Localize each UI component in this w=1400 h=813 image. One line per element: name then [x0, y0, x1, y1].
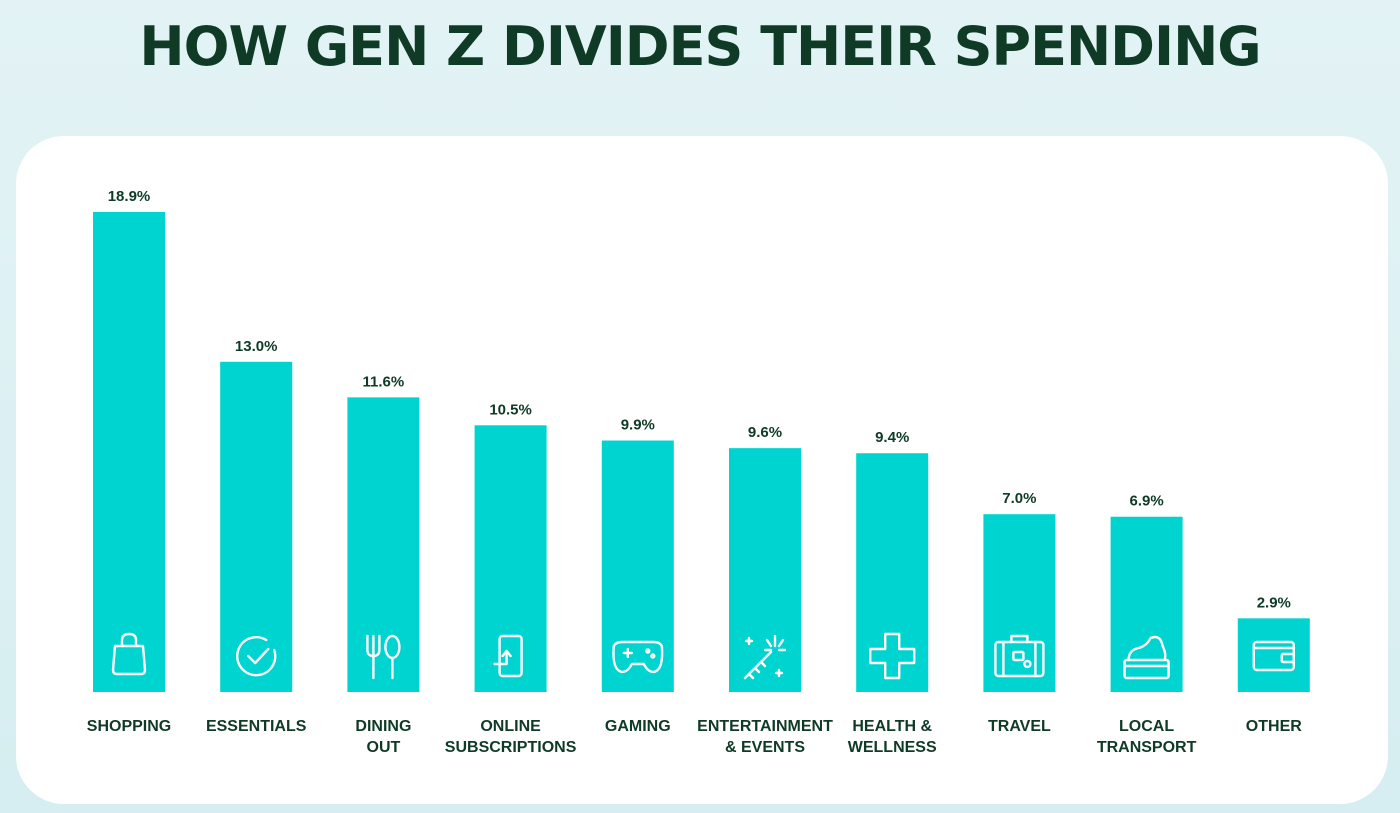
bar [347, 397, 420, 692]
category-label: DINING [355, 718, 411, 735]
value-label: 6.9% [1129, 493, 1163, 510]
value-label: 11.6% [363, 373, 405, 390]
category-label: ESSENTIALS [206, 718, 307, 735]
value-label: 9.9% [621, 417, 655, 434]
category-label: LOCAL [1119, 718, 1174, 735]
gamepad-icon [612, 640, 664, 674]
bar [856, 453, 929, 692]
check-circle-icon [236, 635, 277, 677]
category-label: ENTERTAINMENT [697, 718, 833, 735]
value-label: 9.4% [875, 429, 909, 446]
value-label: 9.6% [748, 424, 782, 441]
phone-subscription-icon [493, 634, 523, 678]
wallet-icon [1252, 640, 1296, 672]
value-label: 7.0% [1002, 490, 1036, 507]
suitcase-icon [994, 634, 1045, 678]
bar [220, 361, 293, 692]
value-label: 13.0% [235, 338, 278, 355]
category-label: OTHER [1246, 718, 1302, 735]
category-label: TRANSPORT [1097, 739, 1197, 756]
category-label: ONLINE [480, 718, 541, 735]
category-label: SUBSCRIPTIONS [445, 739, 577, 756]
chart-title: HOW GEN Z DIVIDES THEIR SPENDING [139, 15, 1261, 78]
fork-spoon-icon [366, 634, 401, 680]
category-label: TRAVEL [988, 718, 1051, 735]
category-label: GAMING [605, 718, 671, 735]
health-cross-icon [869, 632, 916, 680]
category-label: OUT [367, 739, 401, 756]
sparkler-icon [743, 634, 787, 680]
value-label: 18.9% [108, 188, 151, 205]
category-label: SHOPPING [87, 718, 171, 735]
bar [1110, 516, 1183, 692]
bar [93, 211, 165, 692]
category-label: HEALTH & [852, 718, 932, 735]
value-label: 10.5% [489, 401, 532, 418]
bar [729, 448, 801, 692]
category-label: & EVENTS [725, 739, 805, 756]
value-label: 2.9% [1257, 594, 1291, 611]
bar [1237, 618, 1310, 692]
chart-card: 18.9% SHOPPING 13.0% ESSENTIALS 11.6% DINING O… [16, 136, 1388, 804]
cream-jar-icon [1123, 635, 1170, 680]
category-label: WELLNESS [848, 739, 937, 756]
bar-chart: 18.9% SHOPPING 13.0% ESSENTIALS 11.6% DINING O… [87, 188, 1310, 756]
bar [474, 425, 547, 692]
shopping-bag-icon [111, 632, 147, 676]
